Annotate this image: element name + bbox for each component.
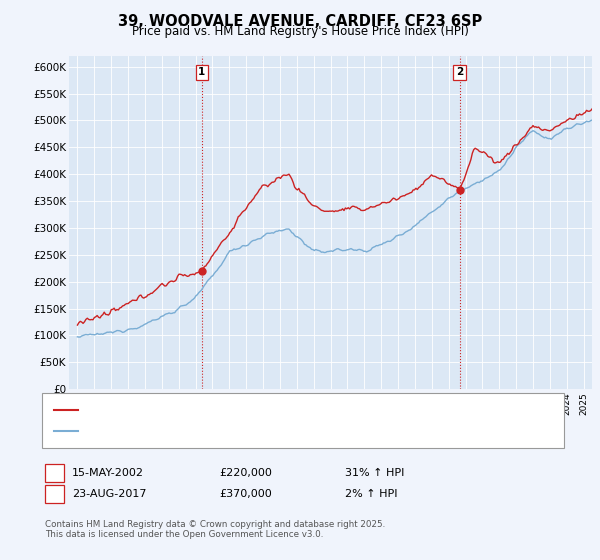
- Text: £370,000: £370,000: [219, 489, 272, 499]
- Text: 2: 2: [456, 67, 463, 77]
- Text: 1: 1: [51, 468, 58, 478]
- Text: Contains HM Land Registry data © Crown copyright and database right 2025.
This d: Contains HM Land Registry data © Crown c…: [45, 520, 385, 539]
- Text: 2% ↑ HPI: 2% ↑ HPI: [345, 489, 398, 499]
- Text: 1: 1: [198, 67, 205, 77]
- Text: £220,000: £220,000: [219, 468, 272, 478]
- Text: 39, WOODVALE AVENUE, CARDIFF, CF23 6SP (detached house): 39, WOODVALE AVENUE, CARDIFF, CF23 6SP (…: [87, 405, 414, 415]
- Text: 2: 2: [51, 489, 58, 499]
- Text: HPI: Average price, detached house, Cardiff: HPI: Average price, detached house, Card…: [87, 426, 315, 436]
- Text: Price paid vs. HM Land Registry's House Price Index (HPI): Price paid vs. HM Land Registry's House …: [131, 25, 469, 38]
- Text: 23-AUG-2017: 23-AUG-2017: [72, 489, 146, 499]
- Text: 39, WOODVALE AVENUE, CARDIFF, CF23 6SP: 39, WOODVALE AVENUE, CARDIFF, CF23 6SP: [118, 14, 482, 29]
- Text: 15-MAY-2002: 15-MAY-2002: [72, 468, 144, 478]
- Text: 31% ↑ HPI: 31% ↑ HPI: [345, 468, 404, 478]
